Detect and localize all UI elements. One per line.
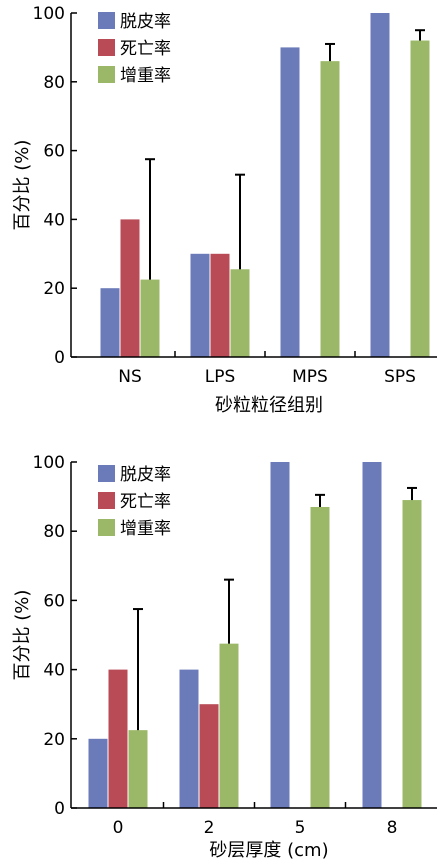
y-axis-title: 百分比 (%): [12, 140, 33, 231]
legend-label-死亡率: 死亡率: [120, 492, 171, 512]
bar-增重率-5: [310, 506, 330, 808]
bar-脱皮率-SPS: [370, 13, 390, 357]
bar-脱皮率-5: [270, 462, 290, 808]
x-tick-label: LPS: [205, 367, 236, 387]
legend-label-脱皮率: 脱皮率: [120, 12, 171, 32]
y-tick-label: 100: [33, 4, 65, 24]
y-tick-label: 40: [43, 210, 65, 230]
bar-增重率-MPS: [320, 61, 340, 357]
y-tick-label: 0: [54, 799, 65, 819]
chart-sand-grain-size: 0 20 40 60 80 100 NS LPS MPS SPS 砂粒粒径组别 百分比 (%) 脱皮率死…: [12, 4, 437, 416]
legend-swatch-增重率: [98, 66, 115, 83]
legend-label-死亡率: 死亡率: [120, 39, 171, 59]
y-tick-label: 60: [43, 591, 65, 611]
bar-增重率-0: [128, 730, 148, 808]
legend-swatch-增重率: [98, 519, 115, 536]
y-tick-label: 80: [43, 73, 65, 93]
bar-增重率-2: [219, 643, 239, 808]
y-tick-label: 20: [43, 279, 65, 299]
x-tick-label: 2: [204, 818, 215, 838]
chart-sand-layer-thickness: 0 20 40 60 80 100 0 2 5 8 砂层厚度 (cm) 百分比 (%) 脱皮率死亡率增重…: [12, 453, 437, 861]
y-axis-title: 百分比 (%): [12, 590, 33, 681]
y-tick-label: 20: [43, 730, 65, 750]
x-tick-label: NS: [118, 367, 142, 387]
x-tick-label: 5: [295, 818, 306, 838]
y-tick-label: 40: [43, 661, 65, 681]
bar-死亡率-2: [199, 704, 219, 808]
y-tick-label: 60: [43, 142, 65, 162]
x-tick-label: MPS: [292, 367, 328, 387]
bar-增重率-NS: [140, 279, 160, 357]
legend-swatch-死亡率: [98, 39, 115, 56]
bar-死亡率-LPS: [210, 253, 230, 357]
bar-脱皮率-NS: [100, 288, 120, 357]
y-tick-label: 80: [43, 522, 65, 542]
x-tick-label: 0: [113, 818, 124, 838]
bar-脱皮率-8: [362, 462, 382, 808]
legend-swatch-脱皮率: [98, 12, 115, 29]
bar-死亡率-0: [108, 669, 128, 808]
legend-label-增重率: 增重率: [120, 66, 171, 86]
bar-增重率-LPS: [230, 269, 250, 357]
x-tick-label: 8: [387, 818, 398, 838]
x-axis-title: 砂粒粒径组别: [215, 395, 323, 416]
bar-死亡率-NS: [120, 219, 140, 357]
bar-脱皮率-MPS: [280, 47, 300, 358]
bar-脱皮率-LPS: [190, 253, 210, 357]
legend-swatch-死亡率: [98, 492, 115, 509]
legend-label-脱皮率: 脱皮率: [120, 465, 171, 485]
y-tick-label: 0: [54, 348, 65, 368]
bar-增重率-8: [402, 500, 422, 808]
bar-脱皮率-0: [88, 738, 108, 808]
bar-增重率-SPS: [410, 40, 430, 358]
x-tick-label: SPS: [384, 367, 416, 387]
bar-脱皮率-2: [179, 669, 199, 808]
x-axis-title: 砂层厚度 (cm): [209, 840, 328, 861]
y-tick-label: 100: [33, 453, 65, 473]
legend-swatch-脱皮率: [98, 465, 115, 482]
legend-label-增重率: 增重率: [120, 519, 171, 539]
